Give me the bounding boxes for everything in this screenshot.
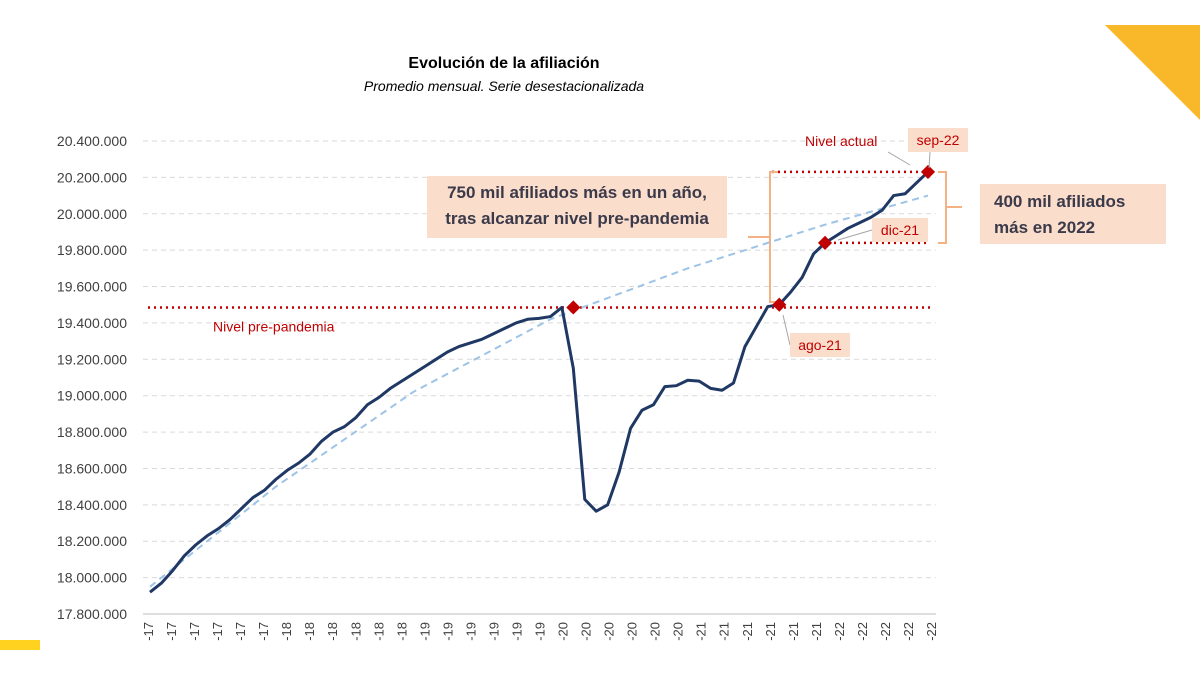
highlight-marker: [566, 300, 581, 315]
y-tick-label: 19.200.000: [57, 351, 127, 367]
y-tick-label: 19.000.000: [57, 388, 127, 404]
series: [149, 170, 930, 594]
x-tick-label: -19: [509, 622, 524, 641]
y-tick-label: 20.400.000: [57, 133, 127, 149]
annotation-750k-line-1: 750 mil afiliados más en un año,: [447, 183, 707, 202]
x-tick-label: -20: [602, 622, 617, 641]
annotation-400k-line-1: 400 mil afiliados: [994, 192, 1126, 211]
decorative-corner-top-right: [1105, 25, 1200, 120]
bracket-400k: [938, 171, 947, 244]
point-label: dic-21: [881, 222, 919, 238]
x-tick-label: -17: [187, 622, 202, 641]
x-tick-label: -21: [740, 622, 755, 641]
x-tick-label: -18: [348, 622, 363, 641]
x-tick-label: -19: [440, 622, 455, 641]
x-tick-label: -20: [556, 622, 571, 641]
x-axis: -17 -17 -17 -17 -17 -17 -18 -18 -18 -18 -18 -18 -19-…: [141, 622, 939, 641]
grid: [143, 140, 936, 615]
reference-label-current: Nivel actual: [805, 133, 877, 149]
annotation-750k: 750 mil afiliados más en un año, tras al…: [427, 176, 727, 238]
y-tick-label: 20.200.000: [57, 169, 127, 185]
point-label-leader: [782, 314, 791, 346]
highlight-marker: [920, 164, 936, 179]
x-tick-label: -19: [533, 622, 548, 641]
y-tick-label: 19.400.000: [57, 315, 127, 331]
x-tick-label: -21: [694, 622, 709, 641]
x-tick-label: -22: [901, 622, 916, 641]
reference-lines: Nivel pre-pandemia Nivel actual: [148, 133, 930, 334]
x-tick-label: -20: [671, 622, 686, 641]
y-axis: 17.800.000 18.000.000 18.200.000 18.400.000…: [57, 133, 127, 622]
x-tick-label: -19: [486, 622, 501, 641]
reference-label-pre-pandemic: Nivel pre-pandemia: [213, 318, 335, 334]
point-label-leader: [928, 151, 931, 169]
x-tick-label: -22: [924, 622, 939, 641]
x-tick-label: -17: [164, 622, 179, 641]
x-tick-label: -21: [809, 622, 824, 641]
y-tick-label: 20.000.000: [57, 206, 127, 222]
y-tick-label: 18.400.000: [57, 497, 127, 513]
x-tick-label: -18: [325, 622, 340, 641]
x-tick-label: -21: [763, 622, 778, 641]
highlight-marker: [772, 297, 787, 312]
x-tick-label: -19: [417, 622, 432, 641]
point-labels: ago-21 dic-21 sep-22: [566, 128, 968, 357]
y-tick-label: 19.800.000: [57, 242, 127, 258]
x-tick-label: -17: [210, 622, 225, 641]
chart-title: Evolución de la afiliación: [408, 55, 599, 72]
point-label: ago-21: [798, 337, 842, 353]
point-label: sep-22: [917, 132, 960, 148]
x-tick-label: -20: [579, 622, 594, 641]
chart-subtitle: Promedio mensual. Serie desestacionaliza…: [364, 78, 644, 94]
annotation-400k: 400 mil afiliados más en 2022: [980, 184, 1166, 244]
x-tick-label: -18: [371, 622, 386, 641]
affiliation-line: [149, 170, 930, 594]
point-label-box: [790, 333, 850, 357]
x-tick-label: -18: [279, 622, 294, 641]
x-tick-label: -22: [878, 622, 893, 641]
x-tick-label: -20: [648, 622, 663, 641]
point-label-leader: [837, 229, 873, 241]
y-tick-label: 19.600.000: [57, 279, 127, 295]
point-label-box: [908, 128, 968, 152]
x-tick-label: -17: [256, 622, 271, 641]
point-label-box: [872, 218, 928, 242]
y-tick-label: 18.600.000: [57, 460, 127, 476]
y-tick-label: 17.800.000: [57, 606, 127, 622]
y-tick-label: 18.800.000: [57, 424, 127, 440]
x-tick-label: -21: [717, 622, 732, 641]
x-tick-label: -20: [625, 622, 640, 641]
bracket-750k: [769, 171, 778, 303]
x-tick-label: -18: [302, 622, 317, 641]
x-tick-label: -17: [141, 622, 156, 641]
x-tick-label: -22: [855, 622, 870, 641]
highlight-marker: [817, 235, 833, 250]
x-tick-label: -17: [233, 622, 248, 641]
annotation-750k-line-2: tras alcanzar nivel pre-pandemia: [445, 209, 709, 228]
x-tick-label: -21: [786, 622, 801, 641]
decorative-bar-bottom-left: [0, 640, 40, 650]
y-tick-label: 18.000.000: [57, 570, 127, 586]
y-tick-label: 18.200.000: [57, 533, 127, 549]
brackets: [748, 171, 962, 303]
x-tick-label: -18: [394, 622, 409, 641]
leader-line-current: [887, 151, 911, 166]
trend-line: [149, 194, 929, 588]
x-tick-label: -19: [463, 622, 478, 641]
annotation-400k-line-2: más en 2022: [994, 218, 1096, 237]
x-tick-label: -22: [832, 622, 847, 641]
